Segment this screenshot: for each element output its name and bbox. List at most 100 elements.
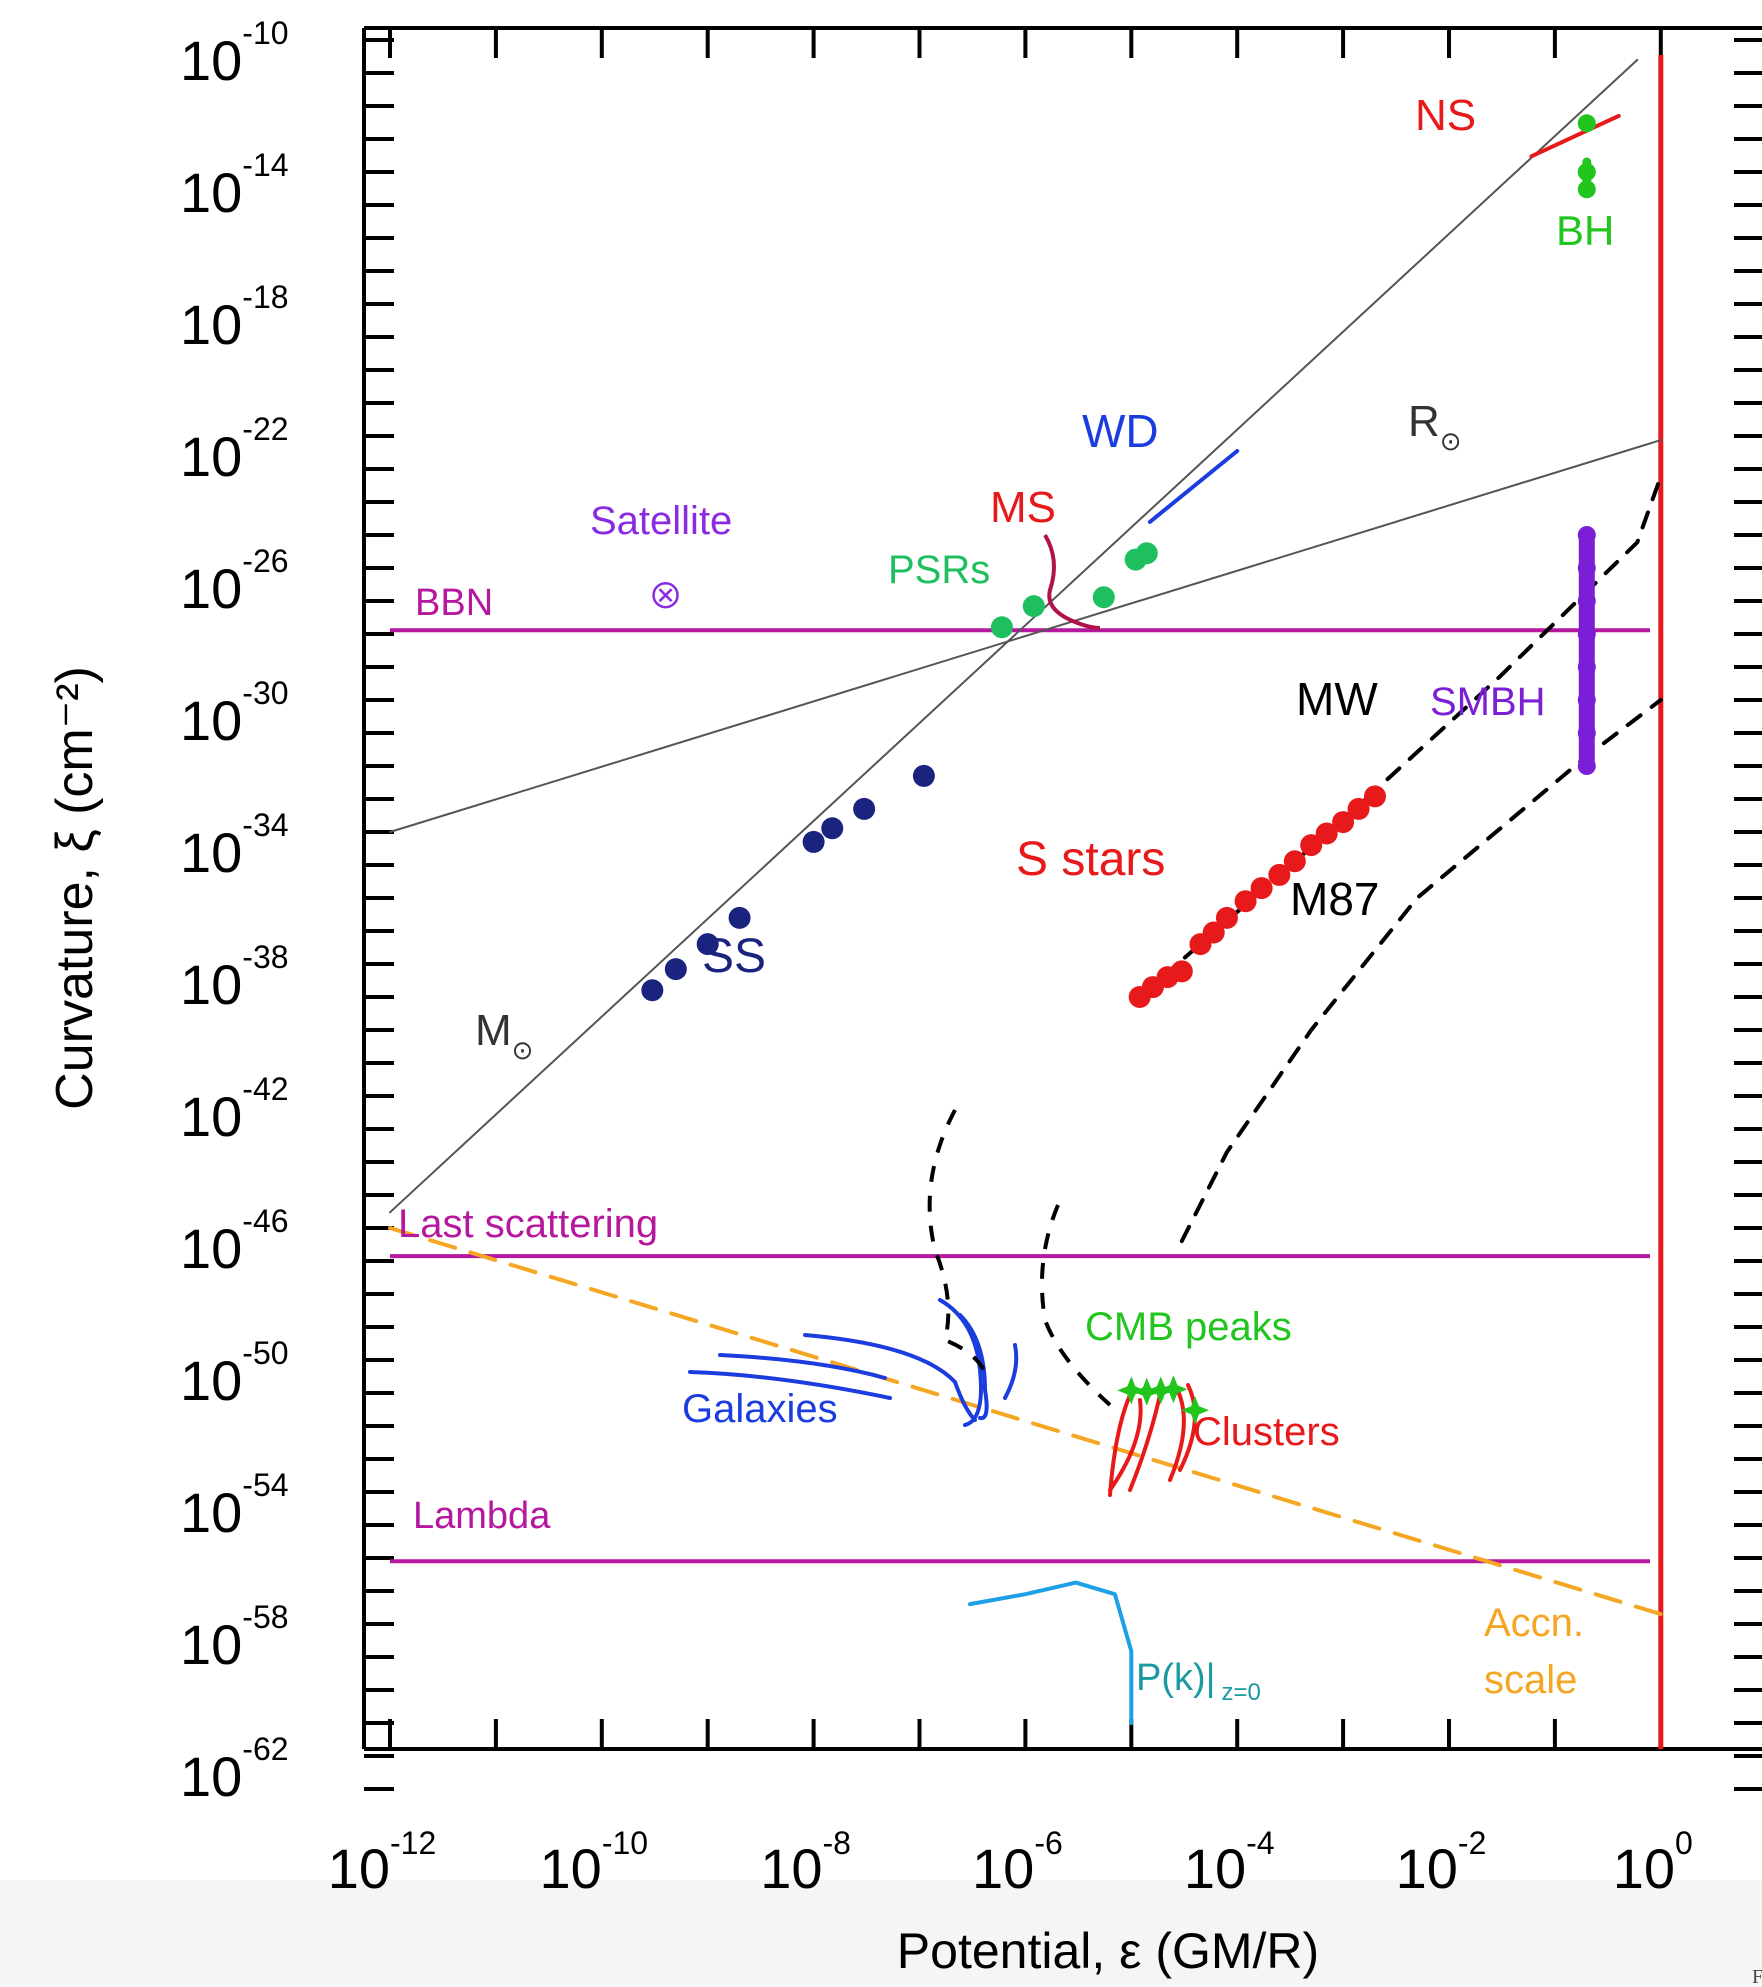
m87-lower-curve [1040, 1204, 1112, 1407]
data-point [1022, 595, 1045, 618]
annotation-m87: M87 [1290, 873, 1379, 925]
data-point [1315, 822, 1338, 845]
annotation-bh: BH [1556, 207, 1614, 254]
cmb-peak-point [1181, 1396, 1210, 1425]
line-r [389, 439, 1662, 833]
annotation-wd: WD [1082, 405, 1159, 457]
y-tick-label: 10-46 [180, 1203, 289, 1280]
data-point [641, 979, 664, 1002]
footer-strip [0, 1880, 1762, 1987]
cmb-peak-point [1132, 1377, 1161, 1406]
y-tick-label: 10-50 [180, 1335, 289, 1412]
x-tick-label: 10-4 [1184, 1825, 1275, 1900]
clusters-curve [1178, 1383, 1197, 1472]
galaxies-curve [938, 1298, 983, 1427]
y-axis-title: Curvature, ξ (cm⁻²) [46, 666, 104, 1110]
series-ss [641, 764, 935, 1002]
series-smbh [1577, 526, 1596, 775]
data-point [802, 830, 825, 853]
clusters-curve [1108, 1393, 1132, 1497]
curves [688, 533, 1197, 1497]
data-point [990, 616, 1013, 639]
series-bh [1577, 114, 1596, 199]
x-tick-label: 10-2 [1396, 1825, 1487, 1900]
annotation-satellite: Satellite [590, 499, 732, 543]
data-point [1250, 877, 1273, 900]
annotation-msun: M⊙ [475, 1006, 533, 1065]
cmb-peak-point [1159, 1375, 1188, 1404]
data-point [1332, 811, 1355, 834]
series-points [641, 114, 1596, 1425]
plot-frame [362, 26, 1762, 1751]
x-axis-ticks: 10-12 10-10 10-8 10-6 10-4 10-2 100 [328, 1825, 1693, 1900]
clusters-curve [1128, 1393, 1162, 1492]
series-psrs [990, 542, 1158, 639]
data-point [696, 933, 719, 956]
line-wd [1147, 449, 1240, 524]
line-ns [1529, 113, 1621, 159]
annotation-lambda: Lambda [413, 1495, 551, 1537]
annotation-last-scattering: Last scattering [398, 1202, 658, 1246]
data-point [853, 797, 876, 820]
galaxies-curve [958, 1313, 989, 1421]
data-point [1234, 890, 1257, 913]
line-p-k-z-0 [968, 1580, 1134, 1725]
data-point [664, 958, 687, 981]
data-point [1268, 863, 1291, 886]
annotation-pk: P(k)| z=0 [1136, 1657, 1261, 1706]
annotation-psrs: PSRs [888, 548, 990, 592]
y-tick-label: 10-10 [180, 15, 289, 92]
data-point [1283, 850, 1306, 873]
annotation-ss: SS [702, 930, 766, 983]
annotation-galaxies: Galaxies [682, 1387, 838, 1431]
annotation-s-stars: S stars [1016, 833, 1165, 886]
clusters-curve [1108, 1398, 1143, 1492]
cmb-peak-point [1117, 1376, 1146, 1405]
galaxies-curve [803, 1333, 977, 1422]
annotation-cmb-peaks: CMB peaks [1085, 1305, 1292, 1349]
annotations: NS BH WD R⊙ MS Satellite PSRs BBN MW SMB… [398, 91, 1614, 1706]
y-tick-label: 10-30 [180, 675, 289, 752]
footer-stray-glyph: F [1752, 1966, 1762, 1987]
data-point [1092, 586, 1115, 609]
y-tick-label: 10-62 [180, 1731, 289, 1808]
annotation-clusters: Clusters [1193, 1410, 1340, 1454]
annotation-accn: Accn. [1484, 1601, 1584, 1645]
annotation-ns: NS [1415, 91, 1476, 140]
annotation-mw: MW [1296, 673, 1378, 725]
annotation-ms: MS [990, 483, 1056, 532]
y-tick-label: 10-22 [180, 411, 289, 488]
series-cmb-peaks [1117, 1375, 1210, 1425]
line-m87 [1179, 698, 1663, 1244]
x-tick-label: 10-8 [760, 1825, 851, 1900]
line-accn-scale [388, 1226, 1663, 1617]
series-s-stars [1128, 785, 1386, 1008]
minor-ticks [364, 28, 1762, 1791]
data-point [821, 817, 844, 840]
y-tick-label: 10-14 [180, 147, 289, 224]
x-tick-label: 10-6 [972, 1825, 1063, 1900]
y-tick-label: 10-26 [180, 543, 289, 620]
x-tick-label: 10-10 [540, 1825, 649, 1900]
y-axis-ticks: 10-10 10-14 10-18 10-22 10-26 10-30 10-34 10-38… [180, 15, 289, 1808]
data-point [1363, 785, 1386, 808]
annotation-rsun: R⊙ [1408, 397, 1462, 456]
data-point [1202, 921, 1225, 944]
ms-curve [1043, 533, 1101, 630]
y-tick-label: 10-58 [180, 1599, 289, 1676]
satellite-cross [658, 588, 673, 603]
cmb-peak-point [1146, 1376, 1175, 1405]
data-point [1347, 797, 1370, 820]
y-tick-label: 10-38 [180, 939, 289, 1016]
data-point [1577, 114, 1596, 133]
y-tick-label: 10-18 [180, 279, 289, 356]
annotation-scale: scale [1484, 1658, 1577, 1702]
y-tick-label: 10-34 [180, 807, 289, 884]
data-point [1170, 960, 1193, 983]
y-tick-label: 10-54 [180, 1467, 289, 1544]
line-m [389, 58, 1639, 1214]
data-point [1300, 834, 1323, 857]
satellite-point [652, 581, 679, 609]
galaxies-curve [688, 1370, 892, 1400]
